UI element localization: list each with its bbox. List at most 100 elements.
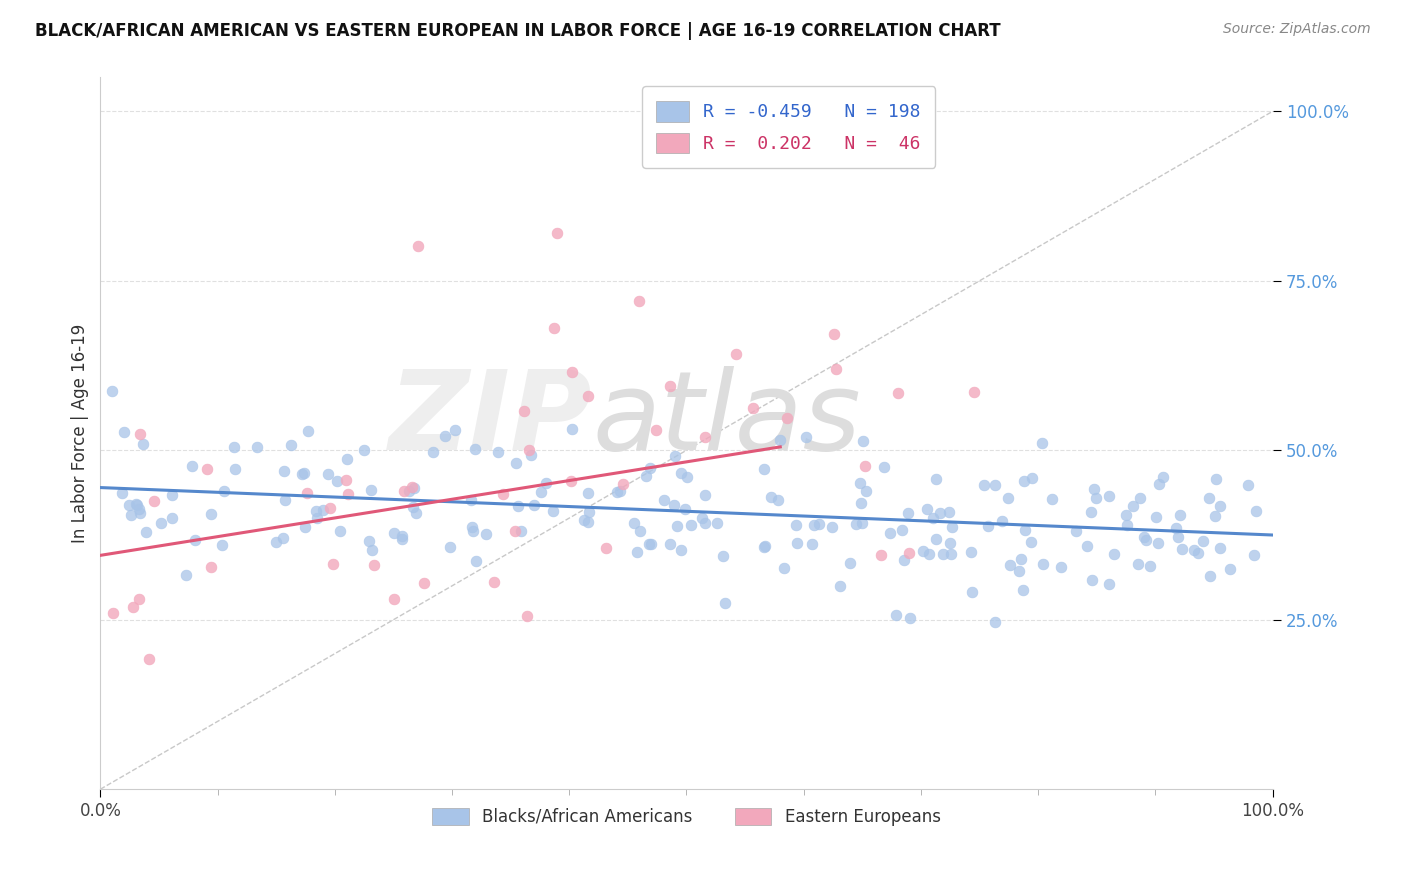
Point: [851, 496, 873, 510]
Point: [666, 518, 689, 533]
Point: [382, 592, 405, 607]
Point: [273, 492, 295, 507]
Point: [645, 423, 668, 437]
Point: [546, 227, 568, 241]
Point: [638, 537, 661, 551]
Point: [886, 386, 908, 401]
Point: [939, 547, 962, 561]
Point: [794, 430, 817, 444]
Point: [1010, 552, 1032, 566]
Point: [391, 533, 413, 547]
Point: [361, 542, 384, 557]
Text: BLACK/AFRICAN AMERICAN VS EASTERN EUROPEAN IN LABOR FORCE | AGE 16-19 CORRELATIO: BLACK/AFRICAN AMERICAN VS EASTERN EUROPE…: [35, 22, 1001, 40]
Point: [512, 404, 534, 418]
Point: [1122, 499, 1144, 513]
Point: [724, 347, 747, 361]
Point: [101, 384, 124, 398]
Point: [305, 511, 328, 525]
Point: [184, 533, 207, 547]
Point: [294, 519, 316, 533]
Point: [273, 464, 295, 478]
Point: [576, 486, 599, 500]
Point: [295, 486, 318, 500]
Point: [1115, 508, 1137, 522]
Point: [1014, 523, 1036, 537]
Point: [1133, 530, 1156, 544]
Point: [463, 442, 485, 457]
Point: [305, 504, 328, 518]
Text: Source: ZipAtlas.com: Source: ZipAtlas.com: [1223, 22, 1371, 37]
Point: [534, 475, 557, 490]
Point: [879, 526, 901, 541]
Point: [1050, 559, 1073, 574]
Point: [785, 518, 807, 533]
Point: [612, 477, 634, 491]
Point: [929, 506, 952, 520]
Point: [464, 554, 486, 568]
Point: [578, 505, 600, 519]
Point: [160, 488, 183, 502]
Point: [1098, 489, 1121, 503]
Point: [825, 361, 848, 376]
Point: [523, 498, 546, 512]
Point: [803, 517, 825, 532]
Point: [125, 498, 148, 512]
Point: [897, 506, 920, 520]
Point: [628, 524, 651, 538]
Point: [422, 444, 444, 458]
Point: [195, 462, 218, 476]
Point: [1032, 557, 1054, 571]
Point: [669, 543, 692, 558]
Point: [128, 591, 150, 606]
Point: [640, 537, 662, 551]
Point: [357, 533, 380, 548]
Point: [759, 490, 782, 504]
Point: [405, 507, 427, 521]
Point: [1204, 508, 1226, 523]
Point: [941, 520, 963, 534]
Point: [122, 599, 145, 614]
Point: [1168, 508, 1191, 523]
Point: [1081, 574, 1104, 588]
Point: [623, 516, 645, 531]
Point: [1192, 534, 1215, 549]
Point: [291, 467, 314, 482]
Point: [997, 491, 1019, 505]
Point: [852, 434, 875, 449]
Point: [938, 505, 960, 519]
Point: [1014, 474, 1036, 488]
Point: [530, 485, 553, 500]
Point: [891, 523, 914, 537]
Point: [1198, 491, 1220, 505]
Point: [870, 548, 893, 562]
Point: [628, 294, 651, 309]
Point: [776, 410, 799, 425]
Point: [337, 486, 360, 500]
Point: [336, 451, 359, 466]
Point: [1021, 471, 1043, 485]
Point: [1144, 510, 1167, 524]
Point: [963, 384, 986, 399]
Point: [1167, 530, 1189, 544]
Point: [595, 541, 617, 555]
Point: [911, 544, 934, 558]
Point: [129, 506, 152, 520]
Point: [713, 596, 735, 610]
Point: [335, 473, 357, 487]
Point: [960, 545, 983, 559]
Point: [401, 480, 423, 494]
Point: [460, 493, 482, 508]
Point: [211, 538, 233, 552]
Point: [1102, 547, 1125, 561]
Point: [434, 429, 457, 443]
Point: [174, 568, 197, 582]
Point: [322, 558, 344, 572]
Point: [326, 475, 349, 489]
Point: [1085, 491, 1108, 505]
Point: [460, 519, 482, 533]
Point: [541, 504, 564, 518]
Point: [769, 433, 792, 447]
Point: [773, 561, 796, 575]
Point: [1083, 482, 1105, 496]
Point: [915, 502, 938, 516]
